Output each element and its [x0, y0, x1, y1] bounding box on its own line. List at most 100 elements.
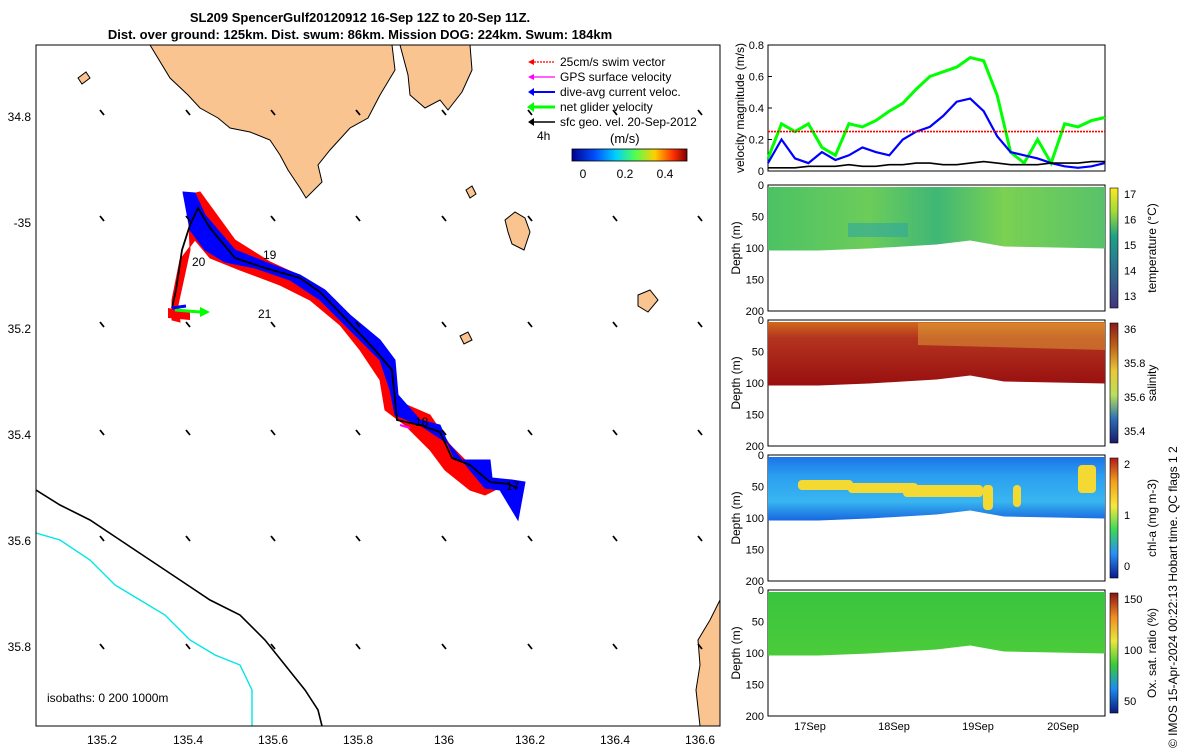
- velocity-panel: 0 0.2 0.4 0.6 0.8 velocity magnitude (m/s): [733, 40, 1106, 178]
- map-ytick: -35: [14, 216, 32, 230]
- day-label-19: 19: [263, 248, 277, 262]
- sfc-arrow: [441, 215, 447, 222]
- net-velocity-arrow: [174, 308, 201, 314]
- map-xtick: 135.4: [173, 733, 203, 747]
- section-cbar-label: chl-a (mg m-3): [1145, 479, 1159, 557]
- land-island-1: [504, 211, 531, 251]
- chl-maximum-patch: [1013, 485, 1021, 507]
- velocity-series-net-glider-velocity: [766, 55, 1106, 167]
- sfc-arrow: [355, 215, 361, 222]
- legend-gps: GPS surface velocity: [560, 70, 671, 84]
- legend-hours: 4h: [537, 129, 550, 143]
- section-colorbar: [1109, 187, 1119, 309]
- velocity-ytick: 0.4: [749, 103, 764, 115]
- section-ytick: 0: [758, 585, 764, 597]
- sfc-arrow: [355, 321, 361, 328]
- section-ytick: 50: [752, 212, 764, 224]
- legend-net: net glider velocity: [560, 100, 653, 114]
- map-legend: 25cm/s swim vector GPS surface velocity …: [527, 55, 697, 143]
- sfc-arrow: [527, 643, 533, 650]
- section-ytick: 150: [746, 275, 764, 287]
- section-ytick: 200: [746, 306, 764, 318]
- sfc-arrow: [441, 429, 447, 436]
- speed-colorbar-tick: 0.4: [657, 167, 674, 181]
- map-xtick: 135.6: [258, 733, 288, 747]
- sfc-arrow: [697, 321, 703, 328]
- sfc-arrow: [697, 643, 703, 650]
- temperature-patch: [848, 223, 908, 237]
- map-ytick: 35.8: [8, 640, 32, 654]
- section-cbar-tick: 15: [1124, 240, 1136, 252]
- chl-maximum-patch: [903, 485, 983, 497]
- net-velocity-arrowhead: [200, 307, 210, 317]
- sfc-arrow: [527, 429, 533, 436]
- sfc-arrow: [441, 643, 447, 650]
- section-cbar-tick: 100: [1124, 645, 1142, 657]
- sfc-arrow: [697, 109, 703, 116]
- map-xtick: 135.2: [87, 733, 117, 747]
- sfc-arrow: [185, 109, 191, 116]
- sfc-arrow: [185, 429, 191, 436]
- section-cbar-label: salinity: [1145, 365, 1159, 402]
- section-cbar-tick: 14: [1124, 266, 1136, 278]
- land-island-3: [459, 331, 473, 345]
- velocity-ytick: 0.8: [749, 40, 764, 52]
- legend-swim: 25cm/s swim vector: [560, 55, 665, 69]
- sfc-arrow: [99, 215, 105, 222]
- sfc-arrow: [441, 109, 447, 116]
- section-ytick: 50: [752, 482, 764, 494]
- section-ytick: 200: [746, 711, 764, 723]
- section-ytick: 200: [746, 441, 764, 453]
- gps-velocity-arrow: [399, 424, 411, 429]
- section-ytick: 0: [758, 180, 764, 192]
- sfc-arrow: [270, 109, 276, 116]
- section-ytick: 150: [746, 410, 764, 422]
- sfc-arrow: [185, 643, 191, 650]
- velocity-series: [766, 55, 1106, 169]
- section-field: [768, 592, 1105, 656]
- sfc-arrow: [612, 429, 618, 436]
- chl-maximum-patch: [983, 485, 993, 510]
- speed-colorbar-tick: 0: [580, 167, 587, 181]
- section-cbar-tick: 17: [1124, 189, 1136, 201]
- land-island-2: [637, 289, 659, 313]
- day-label-18: 18: [415, 415, 429, 429]
- section-xtick: 20Sep: [1047, 721, 1079, 733]
- sfc-arrow: [270, 643, 276, 650]
- sfc-arrow: [355, 535, 361, 542]
- section-ytick: 100: [746, 378, 764, 390]
- map-xtick: 136: [434, 733, 454, 747]
- glider-track: [171, 206, 519, 489]
- velocity-ylabel: velocity magnitude (m/s): [733, 43, 747, 173]
- map-xtick: 135.8: [343, 733, 373, 747]
- sfc-arrow: [612, 215, 618, 222]
- sfc-arrow: [612, 535, 618, 542]
- section-cbar-tick: 13: [1124, 291, 1136, 303]
- section-cbar-tick: 35.8: [1124, 358, 1145, 370]
- isobath-0m: [36, 489, 323, 726]
- land-east-coast: [399, 45, 473, 111]
- sfc-geo-velocity-arrows: [99, 109, 703, 650]
- map-panel: 19 20 21 18 17 135.2 135.4 135.6 135.8 1…: [8, 44, 721, 747]
- section-ylabel: Depth (m): [729, 221, 743, 274]
- sfc-arrow: [270, 215, 276, 222]
- sfc-arrow: [185, 535, 191, 542]
- section-panel-2: 0 50 100 150 200 Depth (m) 2 1 0 chl-a (mg m-3): [729, 450, 1159, 588]
- chl-maximum-patch: [798, 480, 853, 490]
- sfc-arrow: [355, 109, 361, 116]
- isobaths-note: isobaths: 0 200 1000m: [47, 691, 168, 705]
- legend-sfc: sfc geo. vel. 20-Sep-2012: [560, 115, 697, 129]
- section-ylabel: Depth (m): [729, 491, 743, 544]
- section-ytick: 100: [746, 648, 764, 660]
- map-ytick: 35.6: [8, 534, 32, 548]
- map-y-axis: 34.8 -35 35.2 35.4 35.6 35.8: [8, 110, 32, 654]
- section-xtick: 19Sep: [962, 721, 994, 733]
- sfc-arrow: [441, 535, 447, 542]
- dive-avg-current-band: [182, 191, 526, 522]
- section-ytick: 100: [746, 513, 764, 525]
- sfc-arrow: [697, 215, 703, 222]
- map-xtick: 136.4: [600, 733, 630, 747]
- map-frame: [35, 44, 721, 727]
- section-ytick: 0: [758, 315, 764, 327]
